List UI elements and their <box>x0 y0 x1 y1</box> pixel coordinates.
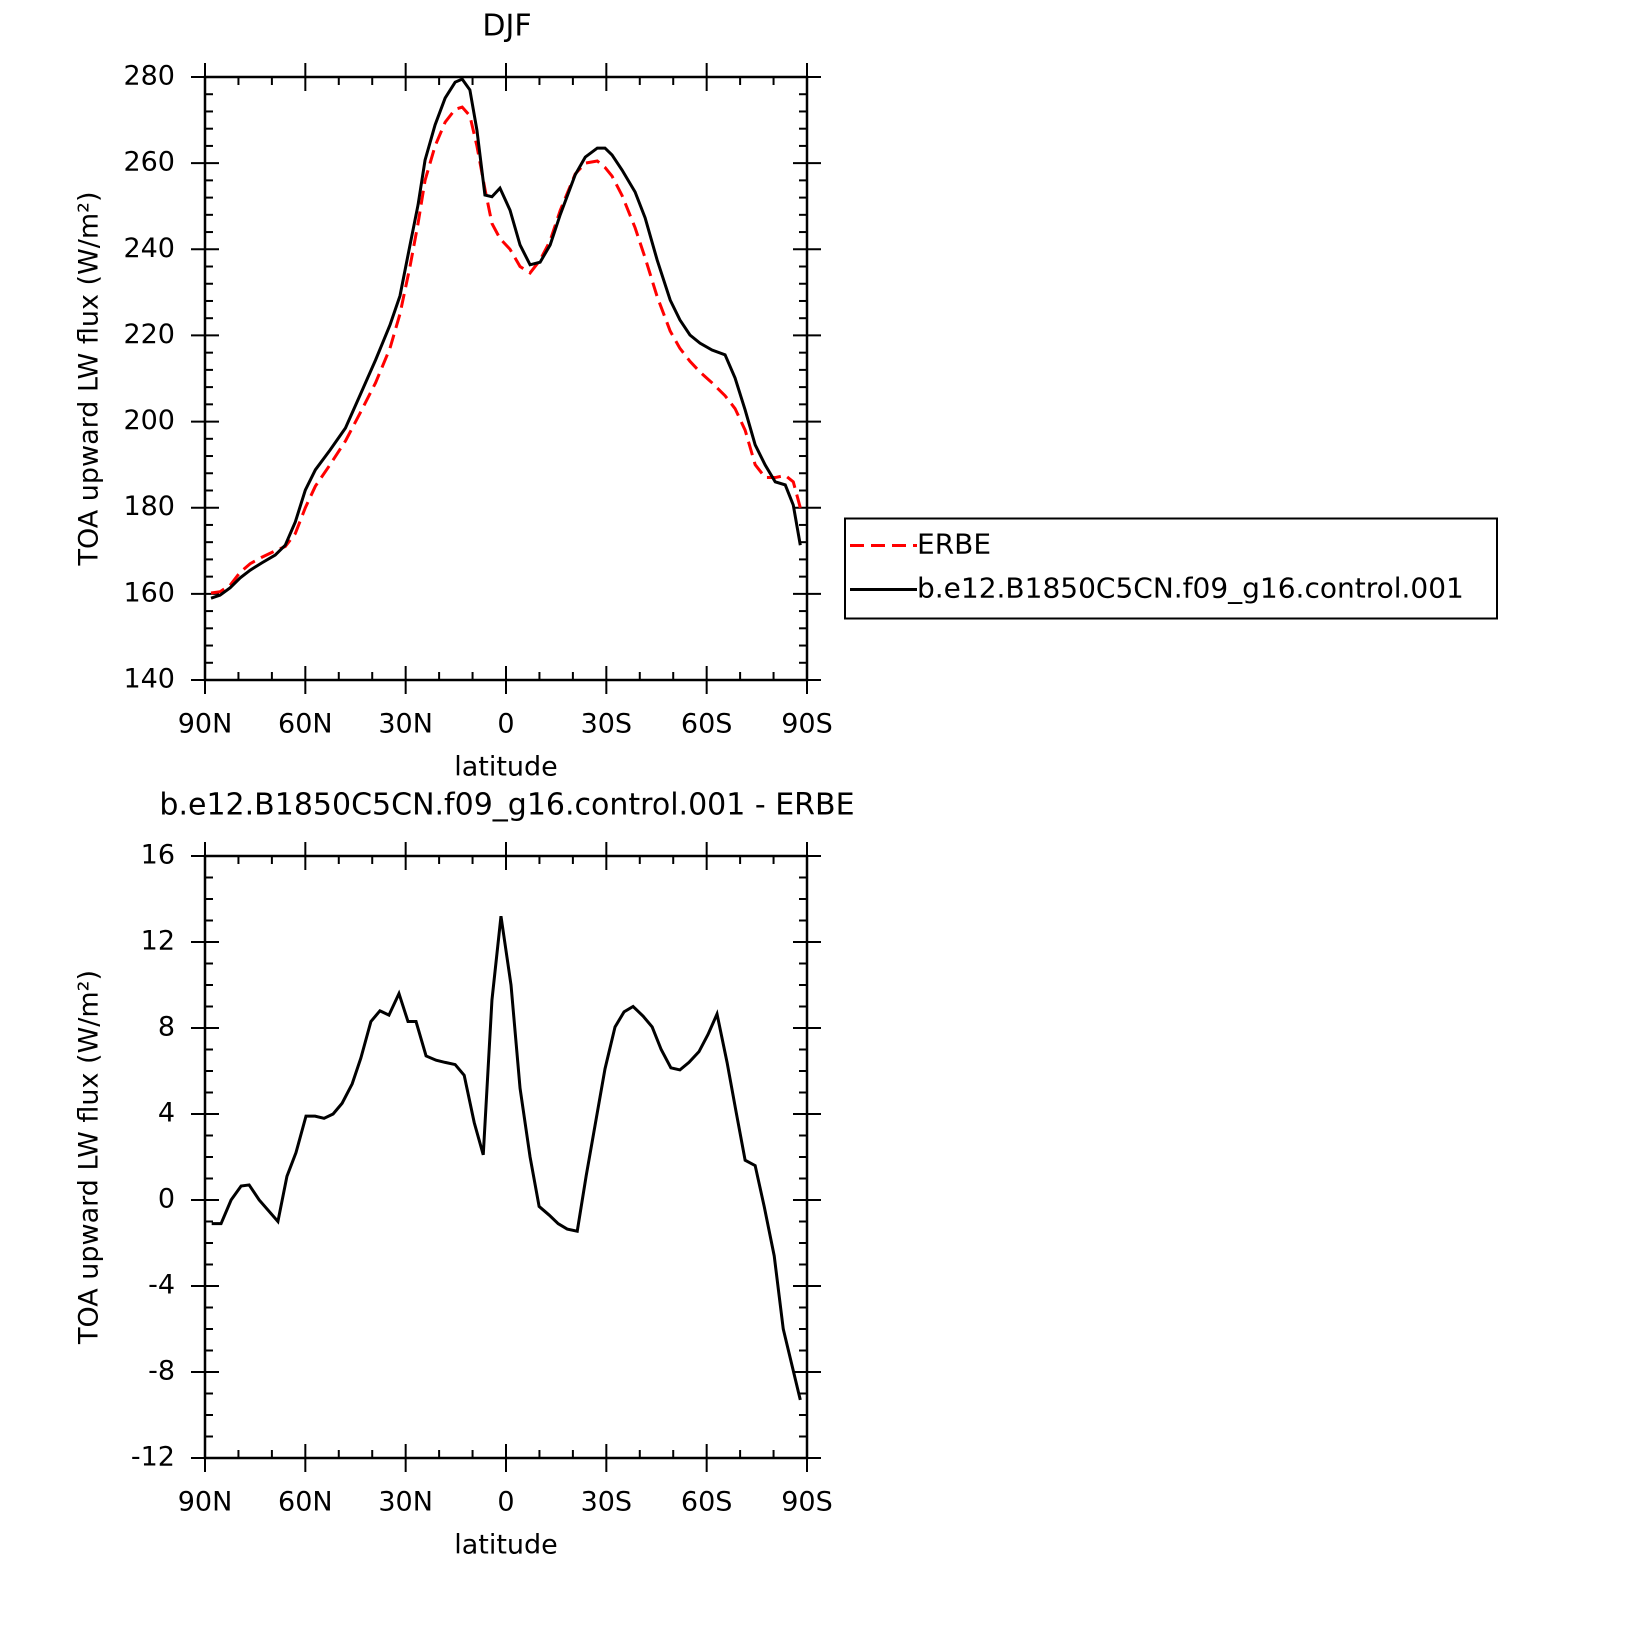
y-tick-label: 180 <box>123 491 175 522</box>
x-tick-label: 60S <box>681 709 733 740</box>
y-tick-label: 8 <box>158 1012 175 1043</box>
y-tick-label: -4 <box>148 1270 175 1301</box>
y-tick-label: 4 <box>158 1098 175 1129</box>
data-line <box>210 105 802 595</box>
x-tick-label: 30S <box>581 1487 633 1518</box>
x-tick-label: 0 <box>497 709 514 740</box>
y-tick-label: 0 <box>158 1184 175 1215</box>
y-tick-label: 160 <box>123 577 175 608</box>
y-tick-label: 220 <box>123 319 175 350</box>
plot-frame <box>203 854 809 1460</box>
x-tick-label: 60S <box>681 1487 733 1518</box>
y-tick-label: -12 <box>131 1442 175 1473</box>
y-tick-label: 260 <box>123 147 175 178</box>
x-tick-label: 30S <box>581 709 633 740</box>
x-tick-label: 30N <box>378 1487 433 1518</box>
y-tick-label: 140 <box>123 664 175 695</box>
x-tick-label: 90N <box>178 1487 233 1518</box>
chart-title: DJF <box>482 9 531 44</box>
x-tick-label: 90S <box>781 709 833 740</box>
y-tick-label: 200 <box>123 405 175 436</box>
y-axis-label: TOA upward LW flux (W/m²) <box>74 191 105 566</box>
x-tick-label: 60N <box>278 1487 333 1518</box>
legend-label: b.e12.B1850C5CN.f09_g16.control.001 <box>917 572 1464 605</box>
x-tick-label: 30N <box>378 709 433 740</box>
x-tick-label: 0 <box>497 1487 514 1518</box>
x-tick-label: 90N <box>178 709 233 740</box>
data-line <box>210 77 802 600</box>
plot-frame <box>203 75 809 682</box>
data-line <box>211 915 802 1401</box>
y-tick-label: -8 <box>148 1356 175 1387</box>
legend-label: ERBE <box>917 528 991 561</box>
x-axis-label: latitude <box>454 1530 558 1561</box>
y-tick-label: 16 <box>141 840 175 871</box>
y-tick-label: 12 <box>141 926 175 957</box>
y-tick-label: 240 <box>123 233 175 264</box>
x-tick-label: 60N <box>278 709 333 740</box>
x-tick-label: 90S <box>781 1487 833 1518</box>
x-axis-label: latitude <box>454 752 558 783</box>
chart-title: b.e12.B1850C5CN.f09_g16.control.001 - ER… <box>159 788 854 823</box>
y-axis-label: TOA upward LW flux (W/m²) <box>74 970 105 1345</box>
legend-box <box>844 517 1498 620</box>
y-tick-label: 280 <box>123 61 175 92</box>
